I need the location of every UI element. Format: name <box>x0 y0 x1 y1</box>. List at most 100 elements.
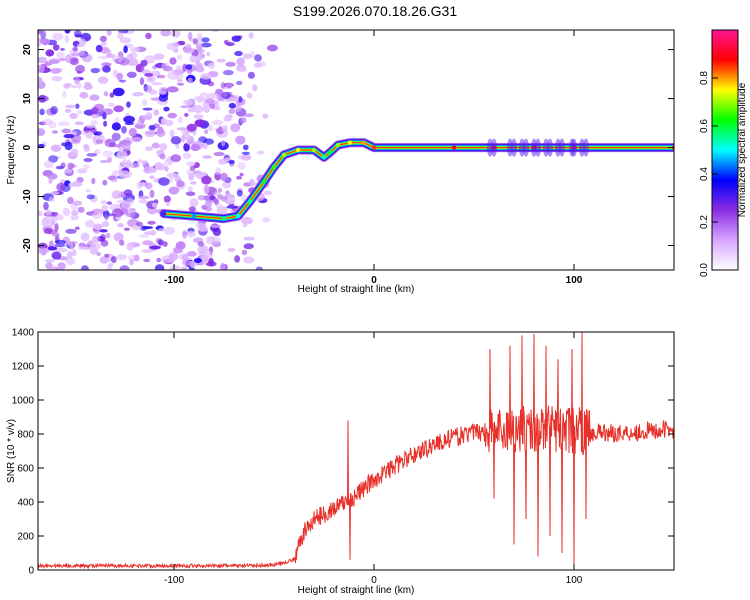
noise-blob <box>221 124 228 133</box>
noise-blob <box>92 235 100 243</box>
noise-blob <box>176 180 185 188</box>
noise-blob <box>103 91 109 97</box>
y-tick-label: 0 <box>22 144 33 150</box>
noise-blob <box>207 62 215 70</box>
noise-blob <box>186 231 196 238</box>
noise-blob <box>172 42 180 48</box>
noise-blob <box>199 92 210 102</box>
noise-blob <box>54 239 67 245</box>
noise-blob <box>142 107 153 111</box>
noise-blob <box>228 108 236 115</box>
noise-blob <box>200 73 212 80</box>
noise-blob <box>266 44 278 52</box>
noise-blob <box>178 116 183 124</box>
noise-blob <box>147 76 154 82</box>
noise-blob <box>93 223 103 231</box>
noise-blob <box>68 153 75 158</box>
noise-blob <box>106 266 112 270</box>
noise-blob <box>234 255 241 263</box>
y-tick-label: 1000 <box>12 396 35 407</box>
noise-blob <box>162 66 173 72</box>
noise-blob <box>204 129 209 135</box>
noise-blob <box>243 144 249 151</box>
noise-blob <box>175 143 180 149</box>
noise-blob <box>111 190 122 200</box>
y-tick-label: 400 <box>17 498 34 509</box>
colorbar-gradient <box>711 29 739 271</box>
noise-blob <box>45 49 55 57</box>
noise-blob <box>164 166 169 172</box>
noise-blob <box>116 199 128 204</box>
noise-blob <box>185 43 192 48</box>
noise-blob <box>51 130 59 134</box>
noise-blob <box>131 136 142 143</box>
noise-blob <box>142 168 152 173</box>
x-tick-label: 100 <box>566 575 583 586</box>
noise-blob <box>65 54 72 64</box>
noise-blob <box>185 64 193 70</box>
noise-blob <box>51 265 57 270</box>
x-tick-label: -100 <box>164 575 184 586</box>
noise-blob <box>169 129 175 138</box>
trace-node <box>335 142 341 148</box>
noise-blob <box>100 239 109 247</box>
noise-blob <box>198 136 208 144</box>
noise-blob <box>200 171 207 176</box>
noise-blob <box>203 184 210 194</box>
noise-blob <box>242 53 252 60</box>
noise-blob <box>43 228 53 234</box>
noise-blob <box>192 170 202 174</box>
y-tick-label: 1200 <box>12 362 35 373</box>
noise-blob <box>75 64 86 74</box>
noise-blob <box>247 71 255 79</box>
noise-blob <box>201 37 210 43</box>
noise-blob <box>78 242 86 248</box>
noise-blob <box>40 30 47 40</box>
noise-blob <box>48 196 55 203</box>
noise-blob <box>203 195 210 201</box>
trace-node <box>361 140 367 145</box>
noise-blob <box>83 157 93 163</box>
noise-blob <box>67 251 73 259</box>
noise-blob <box>241 151 250 155</box>
y-tick-label: 0 <box>28 566 34 577</box>
noise-blob <box>123 115 135 123</box>
noise-blob <box>57 262 66 270</box>
noise-blob <box>220 82 226 89</box>
noise-blob <box>95 44 103 53</box>
noise-blob <box>262 113 269 119</box>
noise-blob <box>226 205 238 209</box>
noise-blob <box>116 72 124 80</box>
trace-node <box>281 152 287 158</box>
noise-blob <box>93 149 101 155</box>
y-tick-label: 1400 <box>12 328 35 339</box>
noise-blob <box>99 159 109 164</box>
noise-blob <box>208 258 214 266</box>
colorbar-tick-label: 0.2 <box>699 215 710 229</box>
noise-blob <box>194 119 206 127</box>
noise-blob <box>91 177 96 185</box>
noise-blob <box>175 241 186 250</box>
noise-blob <box>100 41 107 46</box>
x-tick-label: 100 <box>566 275 583 286</box>
noise-blob <box>102 65 111 73</box>
noise-blob <box>80 232 90 242</box>
noise-blob <box>76 109 83 115</box>
noise-blob <box>84 36 90 41</box>
noise-blob <box>157 227 167 232</box>
trace-node <box>451 145 457 150</box>
noise-blob <box>119 239 125 246</box>
noise-blob <box>181 253 189 263</box>
noise-blob <box>149 175 155 180</box>
noise-blob <box>126 53 133 60</box>
noise-blob <box>67 162 75 169</box>
noise-blob <box>196 52 204 61</box>
noise-blob <box>228 159 235 164</box>
noise-blob <box>190 144 201 151</box>
noise-blob <box>91 107 99 115</box>
noise-blob <box>221 91 231 100</box>
noise-blob <box>100 200 108 205</box>
noise-blob <box>255 266 264 270</box>
noise-blob <box>147 220 156 225</box>
noise-blob <box>207 125 214 132</box>
